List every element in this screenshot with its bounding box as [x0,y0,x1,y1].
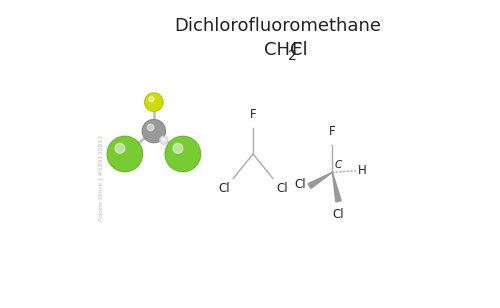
Circle shape [160,136,168,144]
Text: Cl: Cl [276,182,287,195]
Text: Adobe Stock | #539130817: Adobe Stock | #539130817 [98,135,104,221]
Circle shape [162,138,164,140]
Text: Cl: Cl [294,178,306,191]
Circle shape [148,124,154,131]
Text: F: F [250,108,256,121]
Circle shape [148,97,154,102]
Text: Cl: Cl [332,208,344,221]
Text: H: H [358,164,367,177]
Text: C: C [334,160,342,171]
Polygon shape [308,172,332,188]
Circle shape [115,144,125,153]
Circle shape [107,136,142,172]
Polygon shape [332,172,341,202]
Text: 2: 2 [288,49,296,63]
Text: F: F [329,125,336,138]
Circle shape [144,93,163,111]
Circle shape [165,136,200,172]
Text: Cl: Cl [218,182,230,195]
Text: CHCl: CHCl [264,41,308,59]
Circle shape [142,120,166,143]
Text: F: F [291,41,302,59]
Text: Dichlorofluoromethane: Dichlorofluoromethane [174,17,381,35]
Circle shape [173,144,183,153]
